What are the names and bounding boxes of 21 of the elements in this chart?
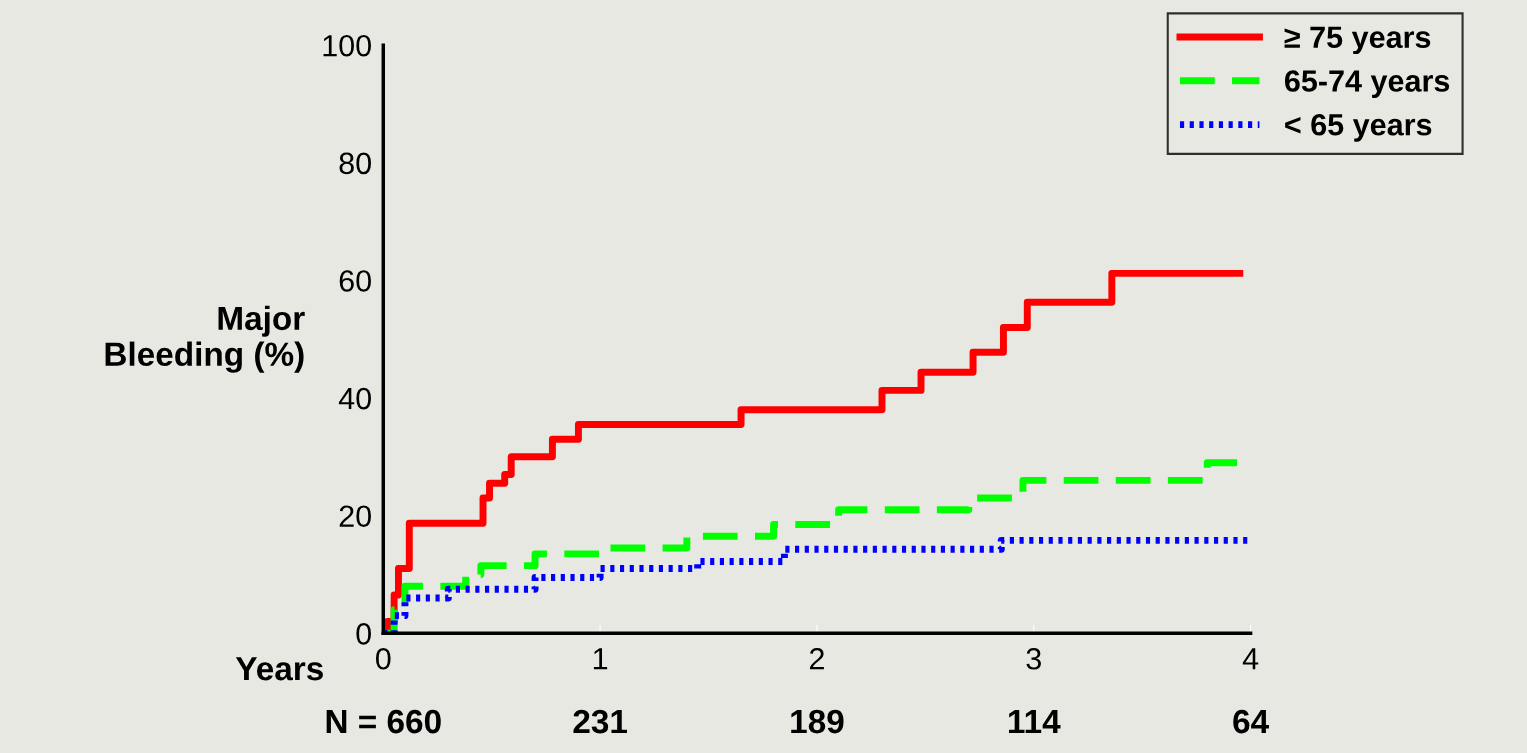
y-tick-label: 20 — [339, 505, 371, 528]
x-tick-label: 3 — [1026, 647, 1041, 670]
text: 231 — [573, 709, 627, 734]
y-axis-title: Major Bleeding (%) — [105, 305, 305, 373]
y-tick-label: 0 — [356, 623, 371, 645]
x-axis-title: Years — [235, 657, 323, 681]
legend-label: 65-74 years — [1284, 70, 1450, 98]
text: 64 — [1233, 709, 1269, 734]
x-tick-label: 0 — [375, 647, 391, 670]
text: 189 — [791, 709, 844, 734]
y-tick-label: 80 — [339, 152, 371, 175]
text: N = 660 — [326, 709, 441, 734]
x-tick-label: 4 — [1242, 648, 1259, 670]
x-tick-label: 1 — [593, 648, 608, 670]
legend-label: < 65 years — [1285, 113, 1432, 142]
x-tick-label: 2 — [809, 647, 824, 670]
y-tick-label: 60 — [339, 270, 371, 292]
legend-label: ≥ 75 years — [1284, 26, 1431, 55]
y-tick-label: 40 — [338, 387, 371, 410]
y-tick-label: 100 — [323, 34, 371, 57]
text: 114 — [1008, 710, 1061, 734]
